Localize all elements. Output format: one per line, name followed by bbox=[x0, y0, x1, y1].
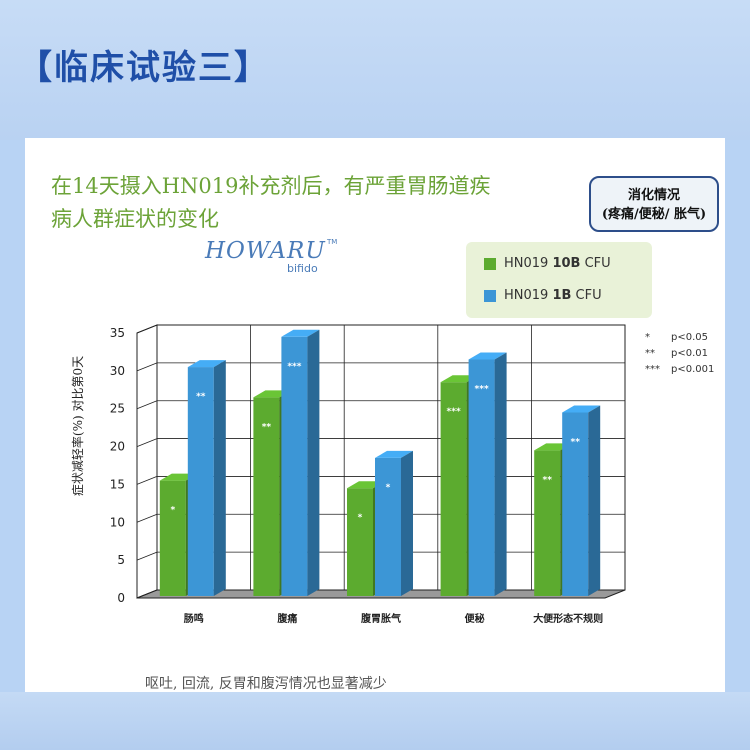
logo-main-text: HOWARU bbox=[205, 238, 326, 264]
bar-0-2 bbox=[347, 488, 373, 596]
bar-side-1-3 bbox=[494, 352, 507, 596]
bar-1-4 bbox=[562, 412, 589, 596]
significance-row-2: ** p<0.01 bbox=[645, 348, 708, 359]
page-title: 【临床试验三】 bbox=[18, 48, 270, 88]
bar-1-3 bbox=[468, 359, 495, 596]
bar-star-0-0: * bbox=[170, 506, 175, 516]
legend-label-1b: HN019 1B CFU bbox=[504, 288, 602, 303]
grid-line-left-1 bbox=[136, 551, 158, 561]
bar-side-1-2 bbox=[401, 450, 413, 596]
bar-star-1-1: *** bbox=[287, 362, 301, 372]
footer-note: 呕吐, 回流, 反胃和腹泻情况也显著减少 bbox=[145, 676, 387, 692]
bottom-band bbox=[0, 692, 750, 750]
bar-top-1-4 bbox=[562, 405, 601, 413]
chart-legend: HN019 10B CFU HN019 1B CFU bbox=[466, 242, 652, 318]
y-tick-label-0: 0 bbox=[117, 591, 125, 605]
y-tick-label-7: 35 bbox=[110, 326, 125, 340]
bar-star-0-2: * bbox=[358, 513, 363, 523]
bar-1-1 bbox=[281, 336, 308, 596]
bar-side-1-4 bbox=[588, 405, 601, 596]
legend-swatch-green bbox=[484, 258, 496, 270]
howaru-logo: HOWARU TM bifido bbox=[205, 238, 355, 282]
bar-top-1-2 bbox=[375, 450, 413, 458]
legend-label-10b: HN019 10B CFU bbox=[504, 256, 611, 271]
digestion-box-line1: 消化情况 bbox=[627, 188, 680, 203]
bar-0-4 bbox=[534, 450, 561, 596]
bar-0-0 bbox=[159, 480, 186, 596]
logo-sub-text: bifido bbox=[287, 262, 318, 275]
bar-1-2 bbox=[375, 457, 401, 596]
digestion-box-line2: (疼痛/便秘/ 胀气) bbox=[601, 207, 707, 222]
y-tick-label-4: 20 bbox=[110, 440, 125, 454]
digestion-info-box: 消化情况 (疼痛/便秘/ 胀气) bbox=[589, 176, 719, 232]
y-tick-label-6: 30 bbox=[110, 364, 125, 378]
grid-line-left-4 bbox=[136, 438, 158, 447]
bar-top-1-3 bbox=[468, 352, 507, 360]
y-tick-label-2: 10 bbox=[110, 515, 125, 529]
bar-star-0-3: *** bbox=[447, 407, 461, 417]
grid-line-left-2 bbox=[136, 513, 158, 523]
slide: 在14天摄入HN019补充剂后，有严重胃肠道疾 病人群症状的变化 HOWARU … bbox=[25, 138, 725, 692]
chart-left-wall bbox=[136, 324, 158, 599]
slide-title-line1: 在14天摄入HN019补充剂后，有严重胃肠道疾 bbox=[51, 174, 491, 198]
significance-row-3: *** p<0.001 bbox=[645, 364, 715, 375]
bar-side-1-0 bbox=[213, 360, 226, 596]
bar-star-0-4: ** bbox=[542, 475, 552, 485]
bar-side-1-1 bbox=[307, 329, 320, 596]
y-tick-label-3: 15 bbox=[110, 477, 125, 491]
y-tick-label-5: 25 bbox=[110, 402, 125, 416]
significance-row-1: * p<0.05 bbox=[645, 332, 708, 343]
bar-1-0 bbox=[187, 367, 214, 596]
x-tick-label-1: 腹痛 bbox=[277, 612, 297, 625]
bar-chart: 05101520253035***肠鸣*****腹痛**腹胃胀气******便秘… bbox=[110, 324, 626, 625]
slide-title-line2: 病人群症状的变化 bbox=[51, 207, 219, 231]
bar-star-1-3: *** bbox=[475, 385, 489, 395]
slide-title: 在14天摄入HN019补充剂后，有严重胃肠道疾 病人群症状的变化 bbox=[51, 170, 591, 236]
bar-star-1-4: ** bbox=[570, 438, 580, 448]
x-tick-label-4: 大便形态不规则 bbox=[533, 612, 603, 625]
legend-swatch-blue bbox=[484, 290, 496, 302]
bar-star-0-1: ** bbox=[262, 422, 272, 432]
bar-star-1-0: ** bbox=[196, 392, 206, 402]
bar-top-1-1 bbox=[281, 329, 320, 337]
bar-top-1-0 bbox=[187, 360, 226, 368]
x-tick-label-0: 肠鸣 bbox=[184, 612, 204, 625]
bar-star-1-2: * bbox=[386, 483, 391, 493]
y-tick-label-1: 5 bbox=[117, 553, 125, 567]
x-tick-label-3: 便秘 bbox=[465, 612, 485, 625]
grid-line-left-7 bbox=[136, 324, 158, 334]
header-background bbox=[0, 0, 750, 140]
bar-0-1 bbox=[253, 397, 280, 596]
grid-line-left-6 bbox=[136, 362, 158, 372]
logo-tm-text: TM bbox=[327, 238, 338, 246]
grid-line-left-5 bbox=[136, 400, 158, 410]
x-tick-label-2: 腹胃胀气 bbox=[361, 612, 401, 625]
bar-0-3 bbox=[440, 382, 467, 596]
grid-line-left-3 bbox=[136, 476, 158, 485]
grid-line-left-0 bbox=[136, 589, 158, 599]
